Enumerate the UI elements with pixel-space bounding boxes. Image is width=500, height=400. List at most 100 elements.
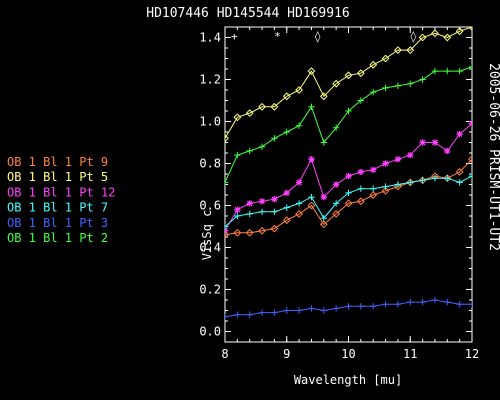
data-point	[468, 155, 472, 164]
data-point	[394, 156, 402, 163]
data-point	[246, 147, 253, 155]
data-point	[320, 214, 327, 222]
data-point	[332, 305, 340, 312]
data-point	[283, 189, 290, 197]
y-tick-label: 0.4	[199, 241, 221, 255]
data-point	[455, 167, 464, 176]
data-point	[332, 79, 341, 88]
data-point	[357, 303, 365, 310]
data-point	[271, 309, 278, 316]
data-point	[270, 224, 279, 233]
y-axis: 0.0 0.2 0.4 0.6 0.8 1.0 1.2 1.4	[199, 31, 472, 339]
data-point	[407, 298, 414, 306]
data-point	[258, 102, 266, 111]
legend-entry: OB 1 Bl 1 Pt 3	[7, 216, 108, 230]
series-0	[225, 155, 472, 239]
data-point	[356, 197, 365, 206]
data-point	[295, 122, 303, 129]
data-point	[456, 67, 463, 75]
series-2	[225, 120, 472, 234]
y-axis-label: VisSq c	[200, 210, 214, 261]
data-point	[419, 76, 426, 83]
data-point	[419, 298, 426, 306]
data-point	[295, 200, 303, 207]
legend-entry: OB 1 Bl 1 Pt 2	[7, 231, 108, 245]
y-tick-label: 0.8	[199, 157, 221, 171]
data-point	[444, 175, 451, 182]
x-axis-label: Wavelength [mu]	[294, 373, 402, 387]
data-point	[345, 172, 352, 180]
data-point	[394, 82, 402, 89]
data-point	[332, 181, 340, 188]
data-point	[419, 139, 426, 146]
top-marker: ◊	[314, 30, 321, 43]
data-point	[357, 168, 365, 176]
data-point	[444, 298, 451, 306]
data-point	[258, 143, 266, 150]
data-point	[406, 46, 415, 55]
data-point	[456, 301, 463, 308]
x-axis: 8 9 10 11 12	[221, 27, 479, 361]
data-point	[468, 63, 472, 71]
data-point	[319, 220, 328, 229]
data-point	[407, 80, 414, 87]
data-point	[431, 67, 439, 75]
data-point	[394, 181, 402, 188]
data-point	[258, 226, 266, 235]
data-point	[246, 210, 253, 218]
data-point	[234, 151, 241, 159]
data-point	[225, 230, 229, 239]
chart-title: HD107446 HD145544 HD169916	[146, 6, 350, 21]
top-markers: + * ◊ ◊	[231, 30, 417, 43]
data-point	[370, 185, 377, 192]
data-point	[234, 311, 241, 318]
data-point	[320, 193, 327, 201]
data-point	[418, 33, 427, 42]
data-point	[271, 196, 278, 203]
data-point	[345, 303, 352, 310]
x-tick-label: 9	[283, 347, 290, 361]
data-point	[234, 206, 241, 213]
data-point	[282, 92, 291, 101]
data-point	[345, 189, 352, 197]
data-point	[407, 179, 414, 186]
data-point	[468, 120, 472, 127]
data-point	[295, 307, 303, 314]
y-tick-label: 1.0	[199, 115, 221, 129]
y-tick-label: 0.6	[199, 199, 221, 213]
data-point	[419, 177, 426, 184]
data-point	[320, 307, 327, 314]
data-point	[320, 139, 327, 146]
data-point	[246, 200, 253, 207]
data-point	[233, 228, 242, 237]
data-point	[225, 223, 229, 230]
data-point	[270, 102, 279, 111]
data-point	[246, 311, 253, 318]
data-point	[369, 191, 378, 199]
data-point	[233, 113, 242, 122]
data-point	[245, 109, 254, 118]
data-point	[344, 71, 353, 80]
data-point	[431, 139, 439, 146]
top-marker: ◊	[410, 30, 417, 43]
chart-side-label: 2005-06-26 PRISM-UT1-UT2	[486, 63, 500, 251]
data-point	[271, 135, 278, 142]
data-point	[382, 160, 389, 167]
legend-entry: OB 1 Bl 1 Pt 7	[7, 201, 108, 215]
data-point	[225, 134, 229, 143]
y-tick-label: 1.2	[199, 73, 221, 87]
data-point	[283, 204, 290, 211]
data-point	[308, 103, 315, 110]
data-point	[295, 179, 303, 186]
data-point	[271, 208, 278, 215]
data-point	[456, 179, 463, 186]
data-point	[258, 198, 266, 205]
data-point	[344, 199, 353, 208]
series-3	[225, 172, 472, 230]
data-point	[308, 156, 315, 163]
data-point	[431, 29, 439, 38]
data-point	[258, 309, 266, 316]
data-point	[456, 130, 463, 138]
x-tick-label: 10	[341, 347, 355, 361]
